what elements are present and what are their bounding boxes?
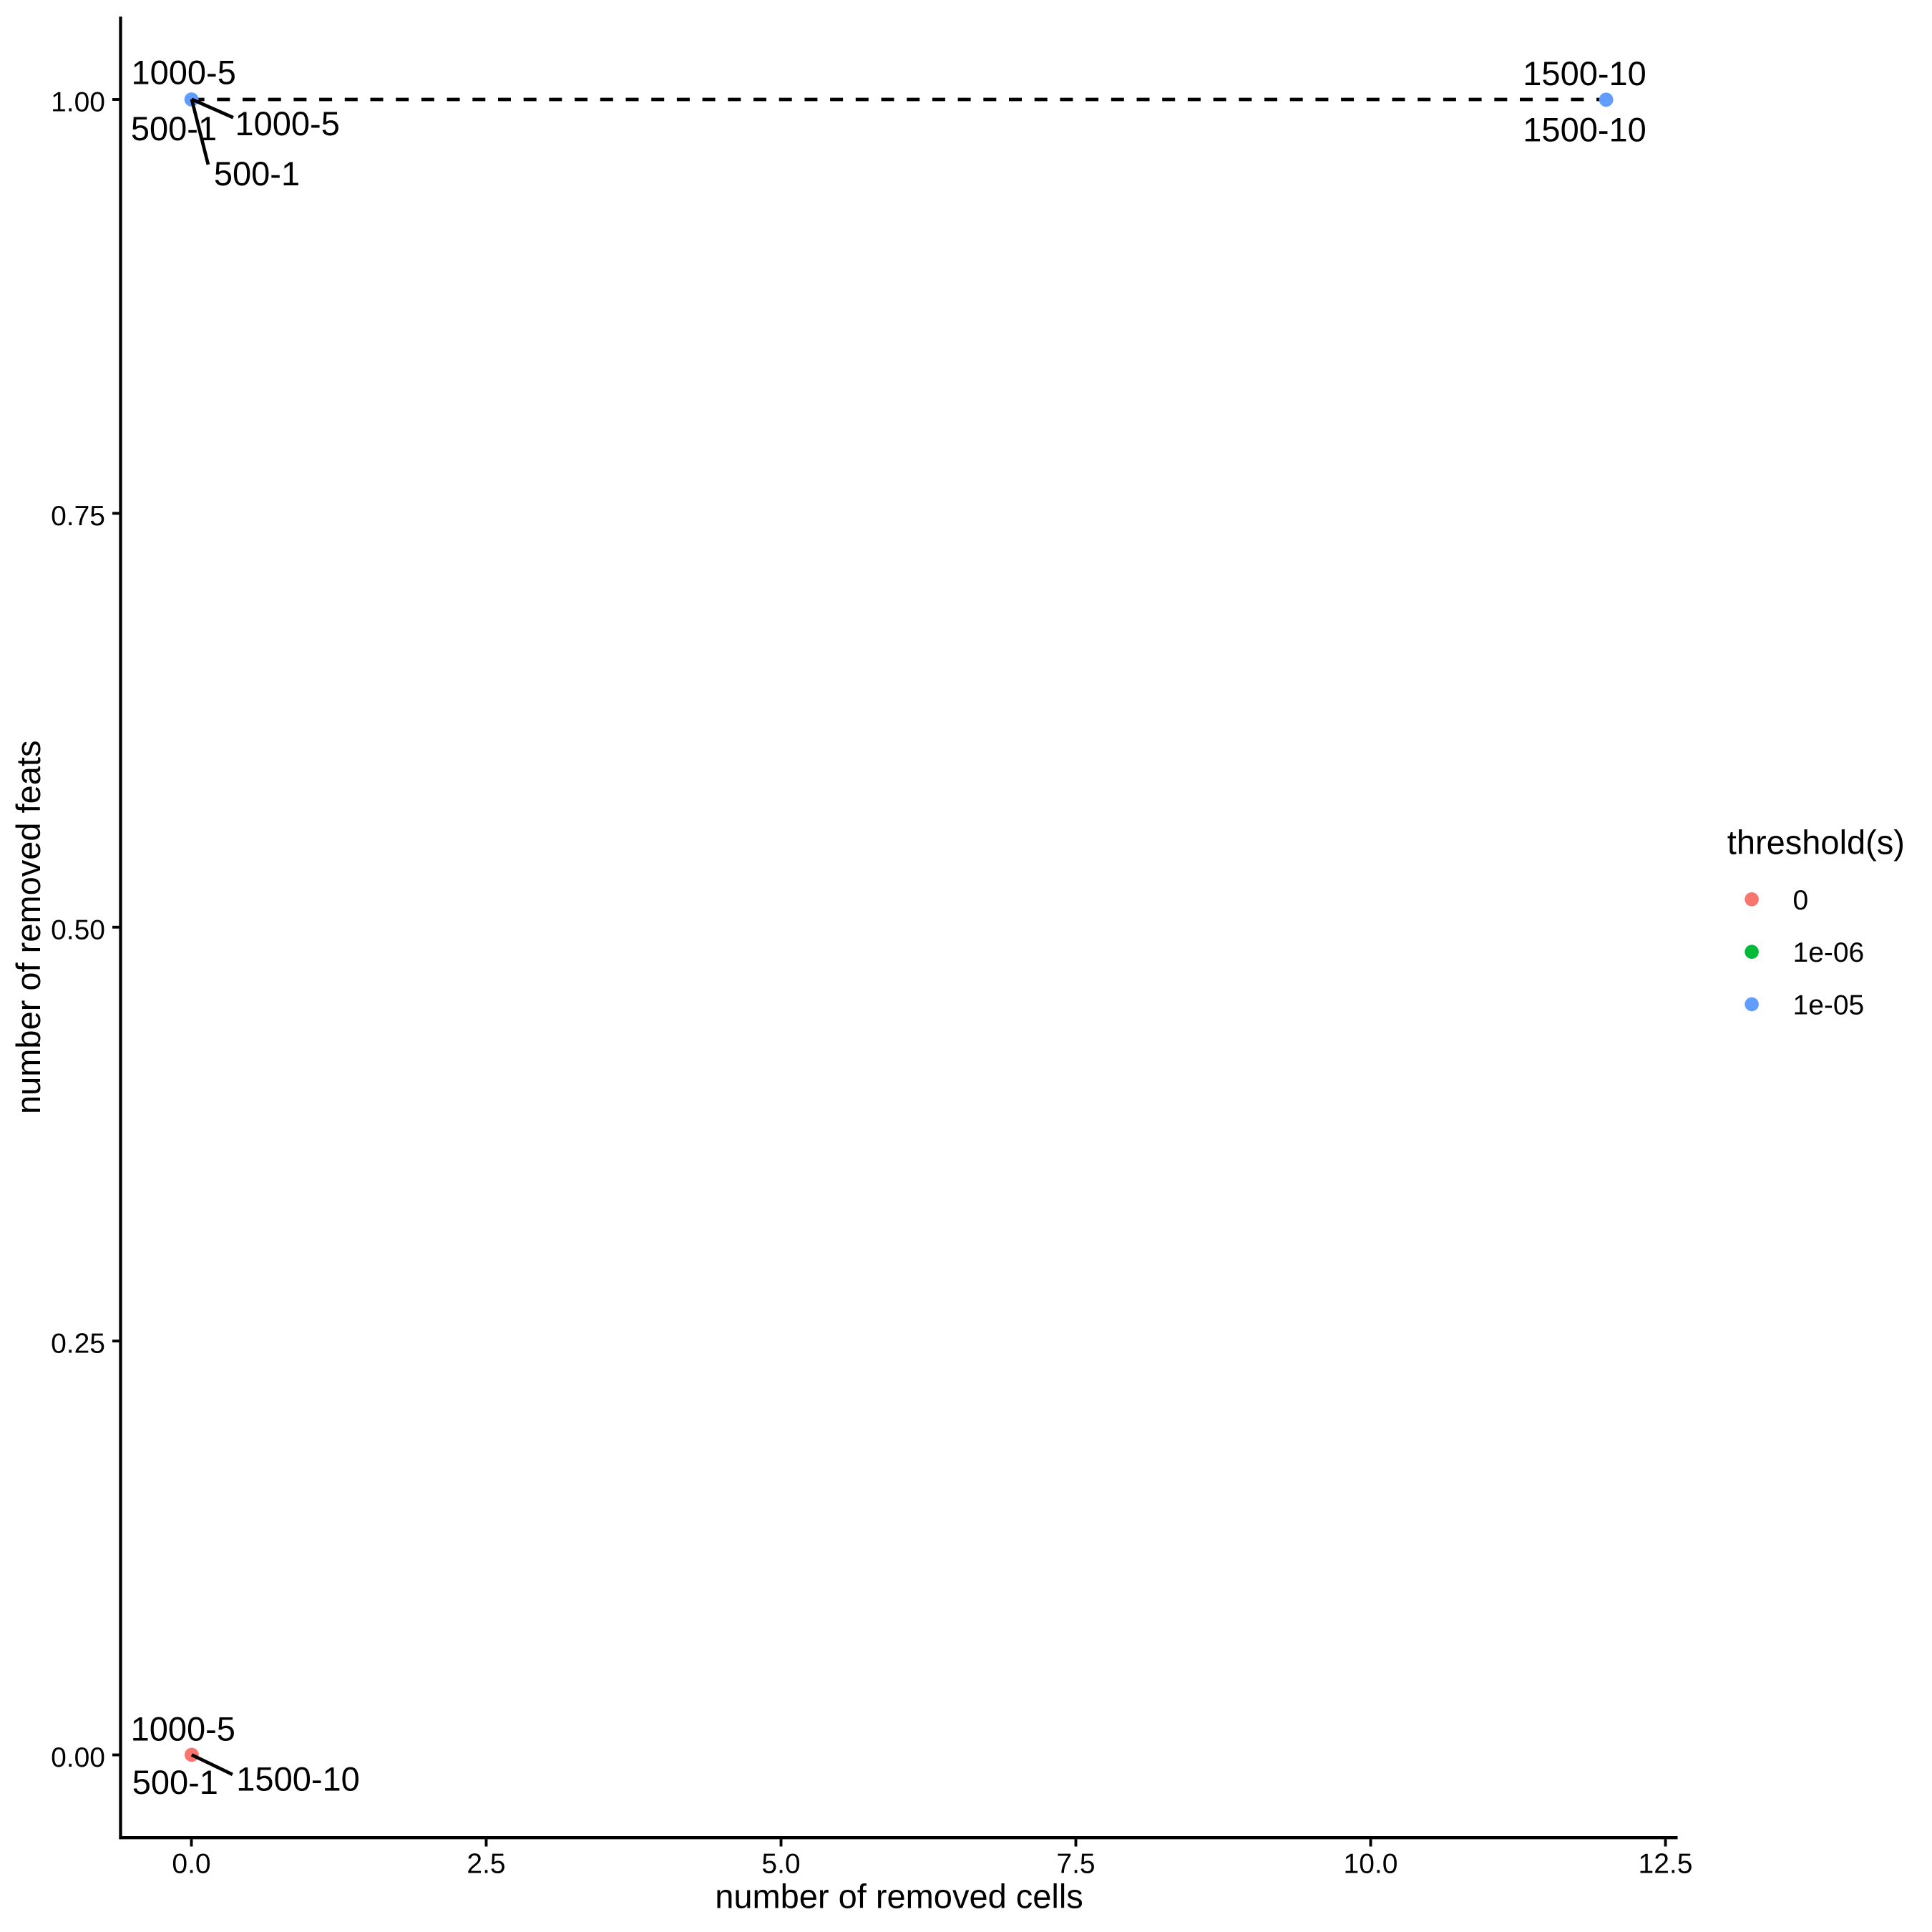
svg-text:1e-05: 1e-05: [1793, 990, 1865, 1021]
svg-text:500-1: 500-1: [132, 1763, 218, 1801]
svg-text:1000-5: 1000-5: [132, 54, 236, 92]
svg-text:1500-10: 1500-10: [236, 1760, 360, 1797]
svg-text:10.0: 10.0: [1344, 1849, 1398, 1880]
svg-text:1.00: 1.00: [51, 87, 105, 118]
svg-text:0.00: 0.00: [51, 1742, 105, 1773]
svg-text:threshold(s): threshold(s): [1727, 824, 1905, 862]
svg-text:0.75: 0.75: [51, 501, 105, 532]
svg-text:1500-10: 1500-10: [1523, 111, 1646, 149]
svg-text:1500-10: 1500-10: [1523, 54, 1646, 92]
svg-text:1000-5: 1000-5: [235, 104, 340, 142]
svg-text:1e-06: 1e-06: [1793, 937, 1865, 968]
svg-text:number of removed cells: number of removed cells: [715, 1878, 1083, 1916]
svg-text:5.0: 5.0: [761, 1849, 800, 1880]
svg-text:500-1: 500-1: [131, 109, 217, 147]
svg-text:2.5: 2.5: [467, 1849, 505, 1880]
svg-text:0: 0: [1793, 885, 1809, 916]
svg-text:500-1: 500-1: [214, 155, 300, 192]
svg-text:0.50: 0.50: [51, 914, 105, 945]
svg-text:0.0: 0.0: [172, 1849, 210, 1880]
svg-text:0.25: 0.25: [51, 1329, 105, 1360]
svg-text:12.5: 12.5: [1639, 1849, 1693, 1880]
svg-text:number of removed feats: number of removed feats: [9, 741, 47, 1115]
svg-text:1000-5: 1000-5: [131, 1710, 235, 1748]
svg-text:7.5: 7.5: [1056, 1849, 1095, 1880]
